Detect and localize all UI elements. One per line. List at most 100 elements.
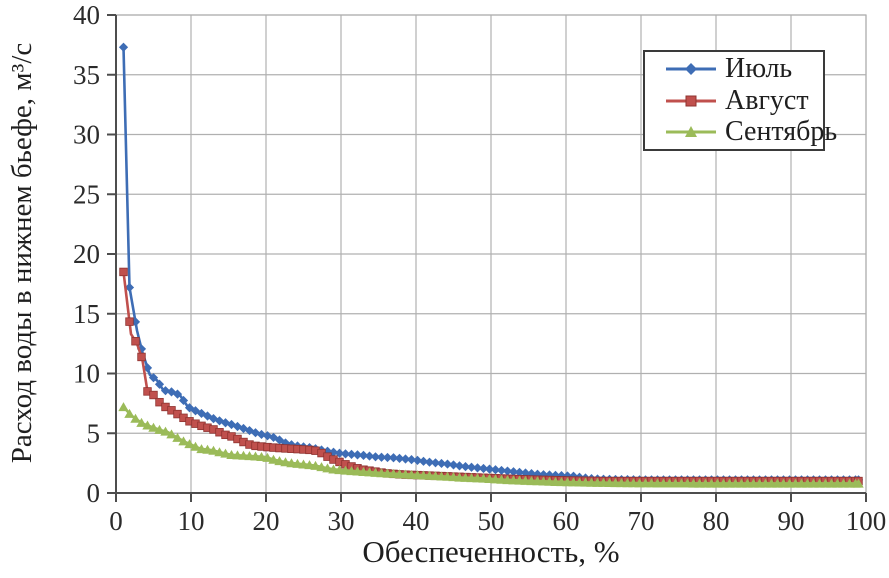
marker-diamond <box>562 471 573 481</box>
marker-diamond <box>526 469 537 479</box>
marker-diamond <box>418 456 429 466</box>
marker-diamond <box>118 42 129 52</box>
x-tick-label: 30 <box>328 506 355 536</box>
marker-diamond <box>124 282 135 293</box>
marker-diamond <box>208 413 219 424</box>
marker-square <box>119 267 128 277</box>
legend-swatch-september-triangle-icon <box>666 125 716 137</box>
legend-label-august: Август <box>725 84 809 116</box>
marker-triangle <box>310 460 321 470</box>
marker-triangle <box>142 420 153 430</box>
x-tick-label: 100 <box>846 506 887 536</box>
marker-diamond <box>238 423 249 434</box>
marker-diamond <box>388 453 399 463</box>
marker-diamond <box>466 462 477 472</box>
marker-diamond <box>496 465 507 476</box>
marker-triangle <box>160 426 171 436</box>
marker-diamond <box>160 386 171 396</box>
marker-triangle <box>148 422 159 432</box>
marker-diamond <box>394 453 405 463</box>
marker-diamond <box>544 470 555 480</box>
x-tick-label: 0 <box>109 506 123 536</box>
legend-swatch-august-square-icon <box>666 95 716 106</box>
marker-diamond <box>484 464 495 474</box>
marker-diamond <box>424 457 435 467</box>
marker-diamond <box>382 452 393 463</box>
y-tick-label: 35 <box>73 60 100 90</box>
marker-diamond <box>520 468 531 478</box>
x-tick-label: 80 <box>703 506 730 536</box>
marker-diamond <box>460 461 471 472</box>
marker-triangle <box>124 408 135 418</box>
marker-triangle <box>184 439 195 449</box>
x-tick-label: 60 <box>553 506 580 536</box>
marker-triangle <box>130 413 141 423</box>
x-axis-title: Обеспеченность, % <box>362 534 620 569</box>
y-tick-label: 25 <box>73 179 100 209</box>
y-tick-label: 0 <box>87 478 101 508</box>
marker-triangle <box>208 445 219 455</box>
marker-diamond <box>196 408 207 419</box>
legend-item-august: Август <box>665 84 823 116</box>
x-tick-label: 40 <box>403 506 430 536</box>
marker-diamond <box>130 317 141 327</box>
marker-diamond <box>538 470 549 480</box>
marker-diamond <box>346 449 357 460</box>
marker-diamond <box>148 373 159 383</box>
marker-diamond <box>412 455 423 465</box>
x-tick-label: 70 <box>628 506 655 536</box>
marker-triangle <box>172 432 183 442</box>
marker-diamond <box>244 425 255 436</box>
marker-triangle <box>178 436 189 446</box>
marker-triangle <box>136 417 147 427</box>
marker-diamond <box>490 465 501 475</box>
marker-triangle <box>202 444 213 454</box>
marker-square <box>131 337 140 346</box>
marker-diamond <box>406 455 417 465</box>
marker-diamond <box>136 344 147 354</box>
marker-triangle <box>220 448 231 458</box>
y-tick-label: 15 <box>73 299 100 329</box>
marker-diamond <box>370 452 381 462</box>
marker-diamond <box>556 471 567 481</box>
marker-triangle <box>166 429 177 439</box>
x-tick-label: 50 <box>478 506 505 536</box>
marker-diamond <box>442 459 453 469</box>
marker-triangle <box>214 447 225 457</box>
marker-diamond <box>358 450 369 460</box>
marker-diamond <box>478 463 489 474</box>
marker-triangle <box>268 454 279 464</box>
x-tick-label: 90 <box>778 506 805 536</box>
marker-diamond <box>514 467 525 477</box>
marker-triangle <box>853 478 864 488</box>
marker-diamond <box>256 429 267 440</box>
x-tick-label: 20 <box>253 506 280 536</box>
marker-diamond <box>448 460 459 470</box>
legend-label-july: Июль <box>725 53 793 85</box>
marker-diamond <box>502 466 513 476</box>
marker-triangle <box>274 456 285 466</box>
y-tick-label: 5 <box>87 418 101 448</box>
marker-diamond <box>532 469 543 479</box>
marker-diamond <box>376 452 387 462</box>
marker-square <box>155 397 164 407</box>
y-tick-label: 40 <box>73 0 100 30</box>
marker-diamond <box>400 454 411 464</box>
legend-item-july: Июль <box>665 55 823 83</box>
marker-diamond <box>172 389 183 399</box>
marker-diamond <box>430 458 441 468</box>
marker-triangle <box>322 463 333 473</box>
marker-triangle <box>316 462 327 472</box>
legend-item-september: Сентябрь <box>665 117 837 146</box>
marker-diamond <box>340 449 351 459</box>
legend-swatch-july-diamond-icon <box>666 63 716 76</box>
legend-label-september: Сентябрь <box>725 115 838 147</box>
chart-legend: Июль Август Сентябрь <box>643 50 837 151</box>
marker-diamond <box>472 463 483 473</box>
marker-diamond <box>568 471 579 481</box>
marker-diamond <box>436 458 447 469</box>
marker-triangle <box>280 457 291 467</box>
marker-diamond <box>352 450 363 460</box>
marker-triangle <box>118 402 129 412</box>
